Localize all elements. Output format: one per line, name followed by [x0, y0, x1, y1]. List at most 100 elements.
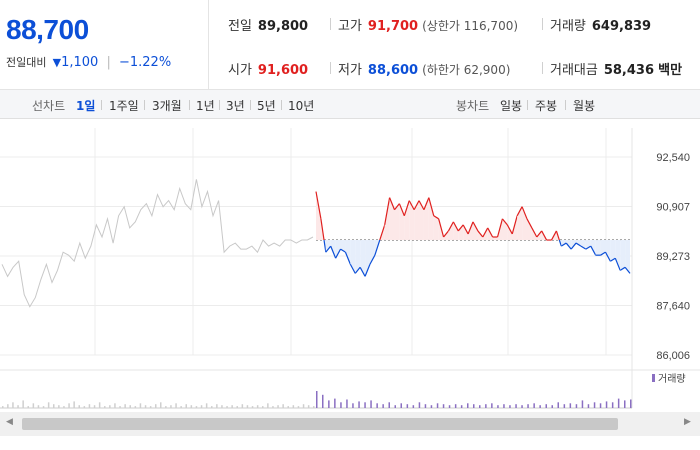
- open-label: 시가: [228, 63, 252, 78]
- y-tick-label: 87,640: [656, 301, 690, 313]
- volume-bar: [563, 404, 566, 408]
- price-line-down-segment: [344, 251, 351, 265]
- price-line-up-segment: [501, 218, 508, 226]
- high-value: 91,700: [367, 19, 419, 34]
- chart-tabs: 선차트 1일 1주일 3개월 1년 3년 5년 10년 봉차트 일봉 주봉 월봉: [0, 90, 700, 119]
- volume-bar: [272, 406, 274, 408]
- divider: [281, 100, 282, 110]
- volume-bar: [73, 401, 75, 408]
- area-below-ref: [590, 240, 596, 256]
- volume-bar: [581, 400, 584, 408]
- price-line-down-segment: [359, 267, 366, 277]
- volume-bar: [491, 403, 493, 408]
- price-line-up-segment: [394, 203, 400, 211]
- price-line-down-segment: [604, 251, 611, 262]
- tab-5y[interactable]: 5년: [257, 99, 276, 113]
- divider: [101, 100, 102, 110]
- scrollbar-thumb[interactable]: [22, 418, 618, 430]
- high-price: 고가 91,700 (상한가 116,700): [338, 15, 518, 34]
- prev-close-label: 전일: [228, 19, 252, 34]
- volume-bar: [307, 405, 310, 408]
- area-below-ref: [615, 240, 621, 271]
- area-above-ref: [473, 221, 478, 241]
- divider: [527, 100, 528, 110]
- volume-bar: [226, 406, 228, 408]
- area-below-ref: [605, 240, 611, 262]
- volume-bar: [27, 406, 29, 408]
- price-line-up-segment: [315, 191, 322, 219]
- price-line-down-segment: [590, 245, 597, 256]
- volume-bar: [149, 406, 152, 408]
- tab-1d[interactable]: 1일: [76, 99, 96, 113]
- trade-value-label: 거래대금: [550, 63, 598, 78]
- volume-bar: [155, 404, 157, 408]
- divider: [330, 62, 331, 74]
- tab-3y[interactable]: 3년: [226, 99, 245, 113]
- price-line-down-segment: [354, 266, 361, 274]
- price-line-down-segment: [619, 266, 626, 271]
- trade-value-unit: 백만: [658, 63, 683, 78]
- volume-bar: [93, 405, 96, 408]
- price-line-up-segment: [496, 218, 504, 238]
- tab-1y[interactable]: 1년: [196, 99, 215, 113]
- tab-10y[interactable]: 10년: [288, 99, 315, 113]
- area-below-ref: [595, 240, 601, 256]
- volume-bar: [170, 405, 172, 408]
- volume-bar: [382, 404, 384, 408]
- tab-3m[interactable]: 3개월: [152, 99, 182, 113]
- price-line-up-segment: [511, 215, 518, 235]
- scroll-left-icon[interactable]: ◀: [6, 417, 13, 427]
- volume-bar: [557, 402, 559, 408]
- price-line-down-segment: [340, 248, 346, 253]
- volume-bar: [430, 405, 433, 408]
- volume-bar: [569, 403, 572, 408]
- volume-bar: [394, 405, 396, 408]
- volume-bar: [617, 398, 620, 408]
- volume-bar: [509, 405, 511, 408]
- area-above-ref: [458, 224, 464, 241]
- volume-bar: [7, 404, 9, 408]
- price-line-down-segment: [323, 239, 327, 253]
- low-value: 88,600: [367, 63, 419, 78]
- price-line-down-segment: [330, 245, 337, 259]
- volume-bar: [98, 402, 101, 408]
- area-below-ref: [610, 240, 616, 262]
- tab-monthly-candle[interactable]: 월봉: [573, 99, 596, 113]
- volume-bar: [267, 403, 269, 408]
- volume-bar: [236, 406, 238, 408]
- volume-bar: [436, 403, 439, 408]
- volume-bar: [545, 404, 547, 408]
- area-below-ref: [369, 240, 375, 265]
- volume-bar: [37, 405, 40, 408]
- area-above-ref: [409, 200, 415, 241]
- volume-bar: [251, 406, 254, 408]
- divider: [144, 100, 145, 110]
- price-line-up-segment: [521, 206, 528, 220]
- chart-scrollbar[interactable]: ◀ ▶: [0, 412, 700, 436]
- price-line-up-segment: [462, 224, 469, 235]
- volume-bar: [448, 405, 451, 408]
- volume-bar: [12, 402, 14, 408]
- price-line-up-segment: [403, 200, 410, 216]
- volume-bar: [165, 406, 167, 408]
- volume-legend-swatch: [652, 374, 655, 382]
- volume-bar: [485, 404, 487, 408]
- tab-weekly-candle[interactable]: 주봉: [535, 99, 558, 113]
- price-line-up-segment: [408, 200, 415, 211]
- divider: [250, 100, 251, 110]
- volume-bar: [200, 405, 203, 408]
- volume-bar: [364, 402, 366, 408]
- price-line-up-segment: [398, 203, 405, 217]
- volume-bar: [533, 403, 535, 408]
- tab-1w[interactable]: 1주일: [109, 99, 139, 113]
- price-line-down-segment: [585, 245, 592, 250]
- change-percent: −1.22%: [118, 55, 172, 70]
- volume-bar: [185, 404, 187, 408]
- volume-bar: [68, 403, 70, 408]
- tab-daily-candle[interactable]: 일봉: [500, 99, 523, 113]
- current-price: 88,700: [6, 14, 89, 45]
- scroll-right-icon[interactable]: ▶: [684, 417, 691, 427]
- volume-bar: [442, 404, 445, 408]
- volume-info: 거래량 649,839: [550, 15, 651, 34]
- area-below-ref: [345, 240, 351, 265]
